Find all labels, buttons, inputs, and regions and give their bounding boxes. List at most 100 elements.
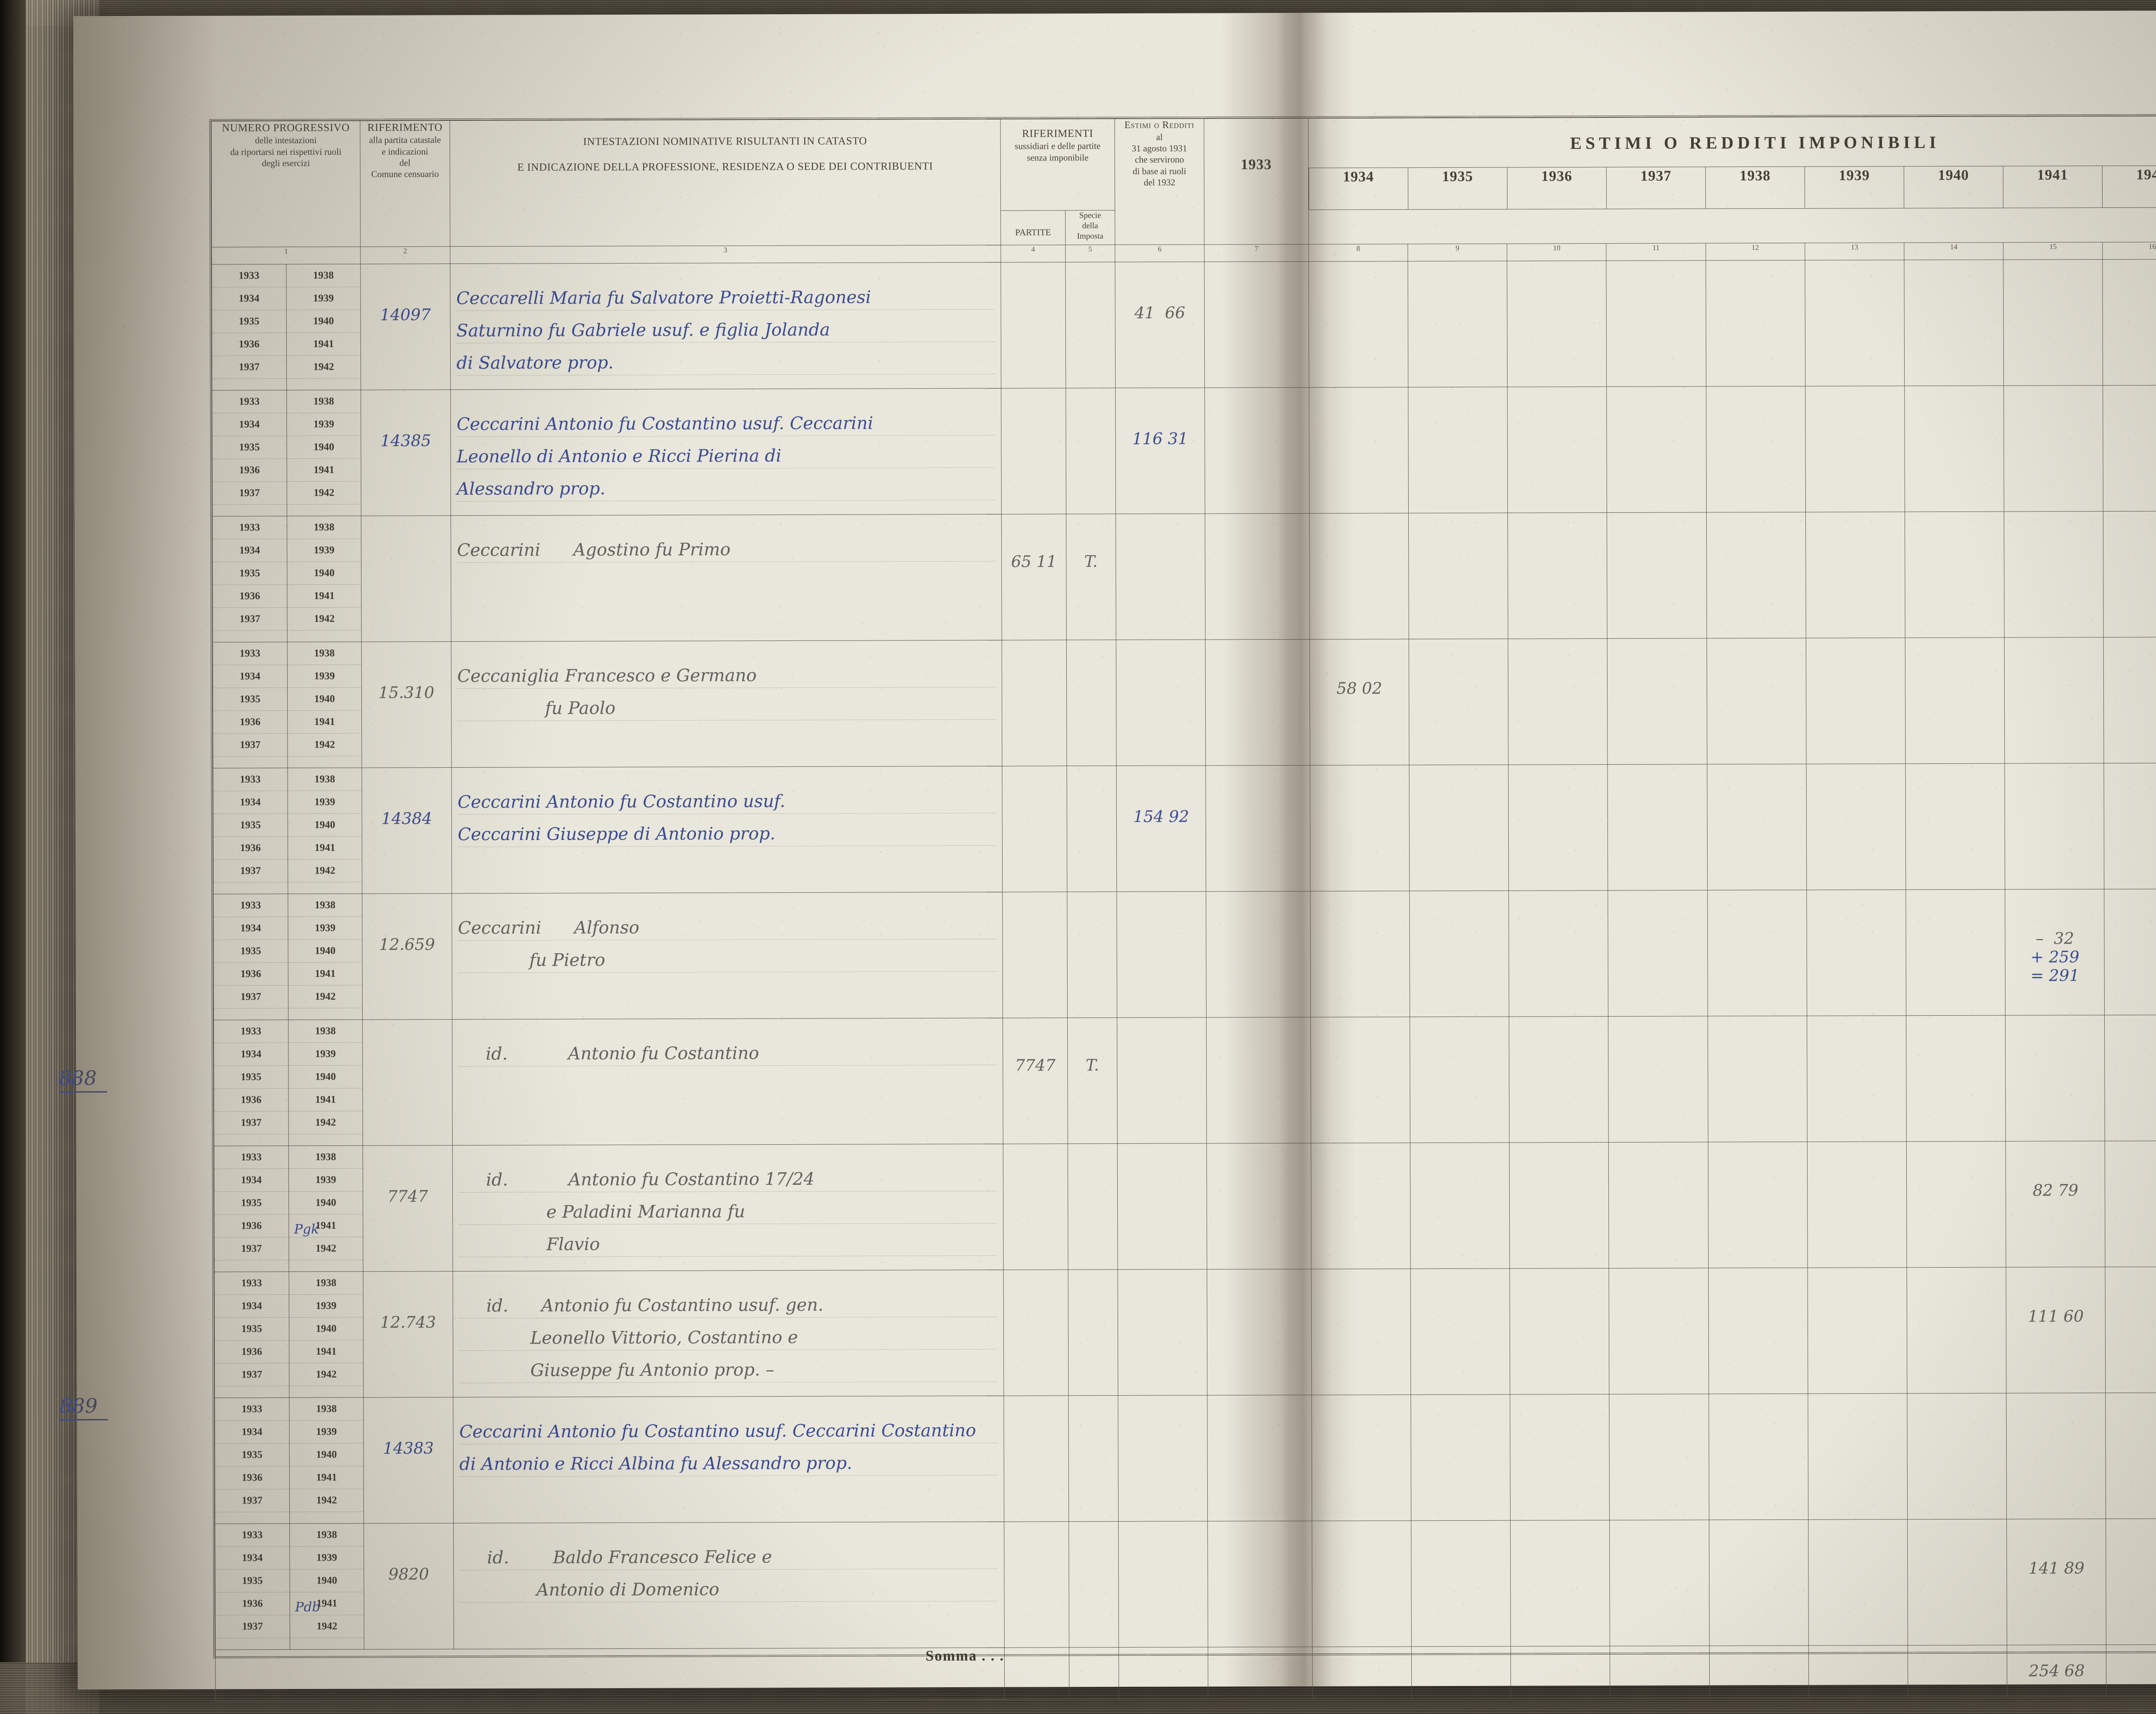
- row-year-1937[interactable]: [1608, 764, 1708, 891]
- row-year-1940[interactable]: [1904, 386, 2004, 512]
- table-row[interactable]: 1933 1934 1935 1936 1937 1938 1939 1940 1941 1942…: [213, 763, 2156, 895]
- row-intestazione[interactable]: id. Antonio fu Costantino 17/24 e Paladi…: [452, 1144, 1004, 1271]
- row-year-1940[interactable]: [1907, 1519, 2007, 1645]
- row-partite-sussidiarie[interactable]: [1002, 892, 1068, 1018]
- row-year-1936[interactable]: [1509, 1016, 1609, 1143]
- row-intestazione[interactable]: Ceccarini Agostino fu Primo: [450, 514, 1002, 642]
- row-year-1939[interactable]: [1807, 1267, 1907, 1394]
- table-row[interactable]: 1933 1934 1935 1936 1937 1938 1939 1940 1941 1942…: [212, 511, 2156, 643]
- row-year-1941[interactable]: – 32 + 259 = 291: [2005, 889, 2105, 1016]
- row-year-1933[interactable]: [1206, 1017, 1311, 1144]
- row-year-1937[interactable]: [1608, 1016, 1708, 1143]
- row-year-1936[interactable]: [1509, 890, 1608, 1017]
- row-year-1934[interactable]: [1310, 765, 1410, 892]
- row-partite-sussidiarie[interactable]: [1002, 640, 1067, 766]
- row-year-1936[interactable]: [1508, 638, 1608, 765]
- row-year-1942[interactable]: [2103, 511, 2156, 637]
- row-intestazione[interactable]: id. Baldo Francesco Felice e Antonio di …: [453, 1522, 1005, 1649]
- row-year-1936[interactable]: [1510, 1520, 1610, 1647]
- row-year-1935[interactable]: [1409, 891, 1509, 1017]
- row-year-1938[interactable]: [1707, 764, 1807, 891]
- row-year-1938[interactable]: [1706, 386, 1806, 513]
- row-partite-sussidiarie[interactable]: [1004, 1522, 1069, 1648]
- row-year-1937[interactable]: [1608, 890, 1708, 1017]
- row-year-1934[interactable]: [1309, 387, 1409, 514]
- table-row[interactable]: 1933 1934 1935 1936 1937 1938 1939 1940 1941 1942…: [213, 888, 2156, 1020]
- row-year-1937[interactable]: [1606, 261, 1706, 387]
- row-year-1940[interactable]: [1907, 1393, 2007, 1519]
- row-year-1941[interactable]: [2003, 385, 2103, 512]
- row-year-1935[interactable]: [1410, 1268, 1510, 1395]
- row-specie-imposta[interactable]: [1068, 1395, 1119, 1522]
- row-year-1940[interactable]: [1906, 1015, 2006, 1142]
- row-year-1933[interactable]: [1206, 765, 1310, 892]
- row-year-1940[interactable]: [1905, 637, 2005, 764]
- row-estimi-1931[interactable]: 116 31: [1115, 388, 1205, 514]
- row-specie-imposta[interactable]: [1069, 1521, 1119, 1648]
- row-partita-catastale[interactable]: 12.659: [362, 893, 452, 1020]
- row-year-1942[interactable]: [2103, 637, 2156, 763]
- row-year-1942[interactable]: [2104, 763, 2156, 889]
- table-row[interactable]: 1933 1934 1935 1936 1937 1938 1939 1940 1941 1942…: [214, 1392, 2156, 1524]
- row-specie-imposta[interactable]: T.: [1067, 1017, 1118, 1144]
- row-year-1940[interactable]: [1905, 512, 2005, 638]
- row-year-1937[interactable]: [1609, 1394, 1709, 1520]
- row-year-1938[interactable]: [1708, 1394, 1808, 1520]
- row-year-1933[interactable]: [1204, 261, 1309, 388]
- row-year-1941[interactable]: 82 79: [2006, 1141, 2106, 1268]
- row-year-1938[interactable]: [1706, 638, 1806, 765]
- row-year-1936[interactable]: [1508, 764, 1608, 891]
- row-partita-catastale[interactable]: [361, 515, 451, 642]
- row-intestazione[interactable]: Ceccarini Antonio fu Costantino usuf. Cec…: [451, 766, 1003, 894]
- row-year-1935[interactable]: [1410, 1143, 1510, 1269]
- row-partita-catastale[interactable]: [362, 1019, 452, 1146]
- row-year-1940[interactable]: [1907, 1267, 2007, 1394]
- row-year-1938[interactable]: [1706, 512, 1806, 639]
- row-partita-catastale[interactable]: 14385: [361, 389, 451, 516]
- row-year-1934[interactable]: [1308, 261, 1408, 388]
- row-year-1934[interactable]: [1311, 1394, 1411, 1521]
- row-year-1934[interactable]: 58 02: [1310, 639, 1410, 766]
- row-year-1937[interactable]: [1607, 386, 1707, 513]
- row-year-1934[interactable]: [1311, 1268, 1411, 1395]
- row-partite-sussidiarie[interactable]: [1004, 1396, 1069, 1522]
- row-year-1933[interactable]: [1207, 1395, 1312, 1522]
- row-year-1942[interactable]: [2106, 1393, 2156, 1519]
- row-year-1937[interactable]: [1607, 638, 1707, 765]
- row-year-1935[interactable]: [1408, 387, 1508, 513]
- row-year-1938[interactable]: [1709, 1519, 1809, 1646]
- row-estimi-1931[interactable]: [1118, 1395, 1208, 1522]
- table-row[interactable]: 1933 1934 1935 1936 1937 1938 1939 1940 1941 1942…: [212, 385, 2156, 517]
- row-year-1933[interactable]: [1205, 639, 1310, 766]
- row-year-1940[interactable]: [1905, 763, 2006, 890]
- table-row[interactable]: 1933 1934 1935 1936 1937 1938 1939 1940 1941 1942…: [213, 637, 2156, 769]
- row-year-1940[interactable]: [1904, 260, 2004, 386]
- row-year-1938[interactable]: [1707, 890, 1807, 1017]
- row-specie-imposta[interactable]: [1067, 892, 1117, 1018]
- row-intestazione[interactable]: Ceccarelli Maria fu Salvatore Proietti-R…: [450, 262, 1001, 390]
- row-year-1937[interactable]: [1607, 512, 1707, 639]
- row-partite-sussidiarie[interactable]: 65 11: [1001, 514, 1067, 640]
- row-year-1934[interactable]: [1310, 1017, 1410, 1143]
- row-year-1938[interactable]: [1708, 1142, 1808, 1268]
- row-partita-catastale[interactable]: 14383: [364, 1397, 454, 1524]
- table-row[interactable]: 1933 1934 1935 1936 1937 1938 1939 1940 1941 1942…: [213, 1014, 2156, 1146]
- row-specie-imposta[interactable]: [1065, 388, 1116, 515]
- row-partita-catastale[interactable]: 15.310: [361, 641, 451, 768]
- row-partita-catastale[interactable]: 12.743: [363, 1271, 453, 1398]
- row-estimi-1931[interactable]: [1116, 892, 1206, 1018]
- row-year-1942[interactable]: [2105, 1267, 2156, 1393]
- row-partita-catastale[interactable]: 14384: [362, 767, 452, 894]
- row-intestazione[interactable]: id. Antonio fu Costantino: [452, 1018, 1003, 1146]
- row-year-1941[interactable]: 141 89: [2006, 1519, 2106, 1645]
- row-year-1933[interactable]: [1206, 891, 1311, 1018]
- row-estimi-1931[interactable]: [1117, 1143, 1207, 1270]
- row-year-1935[interactable]: [1409, 639, 1509, 765]
- row-year-1939[interactable]: [1808, 1519, 1908, 1646]
- row-year-1939[interactable]: [1805, 386, 1905, 512]
- row-year-1942[interactable]: [2103, 259, 2156, 386]
- row-partita-catastale[interactable]: 7747: [363, 1145, 453, 1272]
- row-year-1939[interactable]: [1805, 260, 1905, 386]
- row-year-1939[interactable]: [1806, 637, 1906, 764]
- row-year-1939[interactable]: [1806, 889, 1906, 1016]
